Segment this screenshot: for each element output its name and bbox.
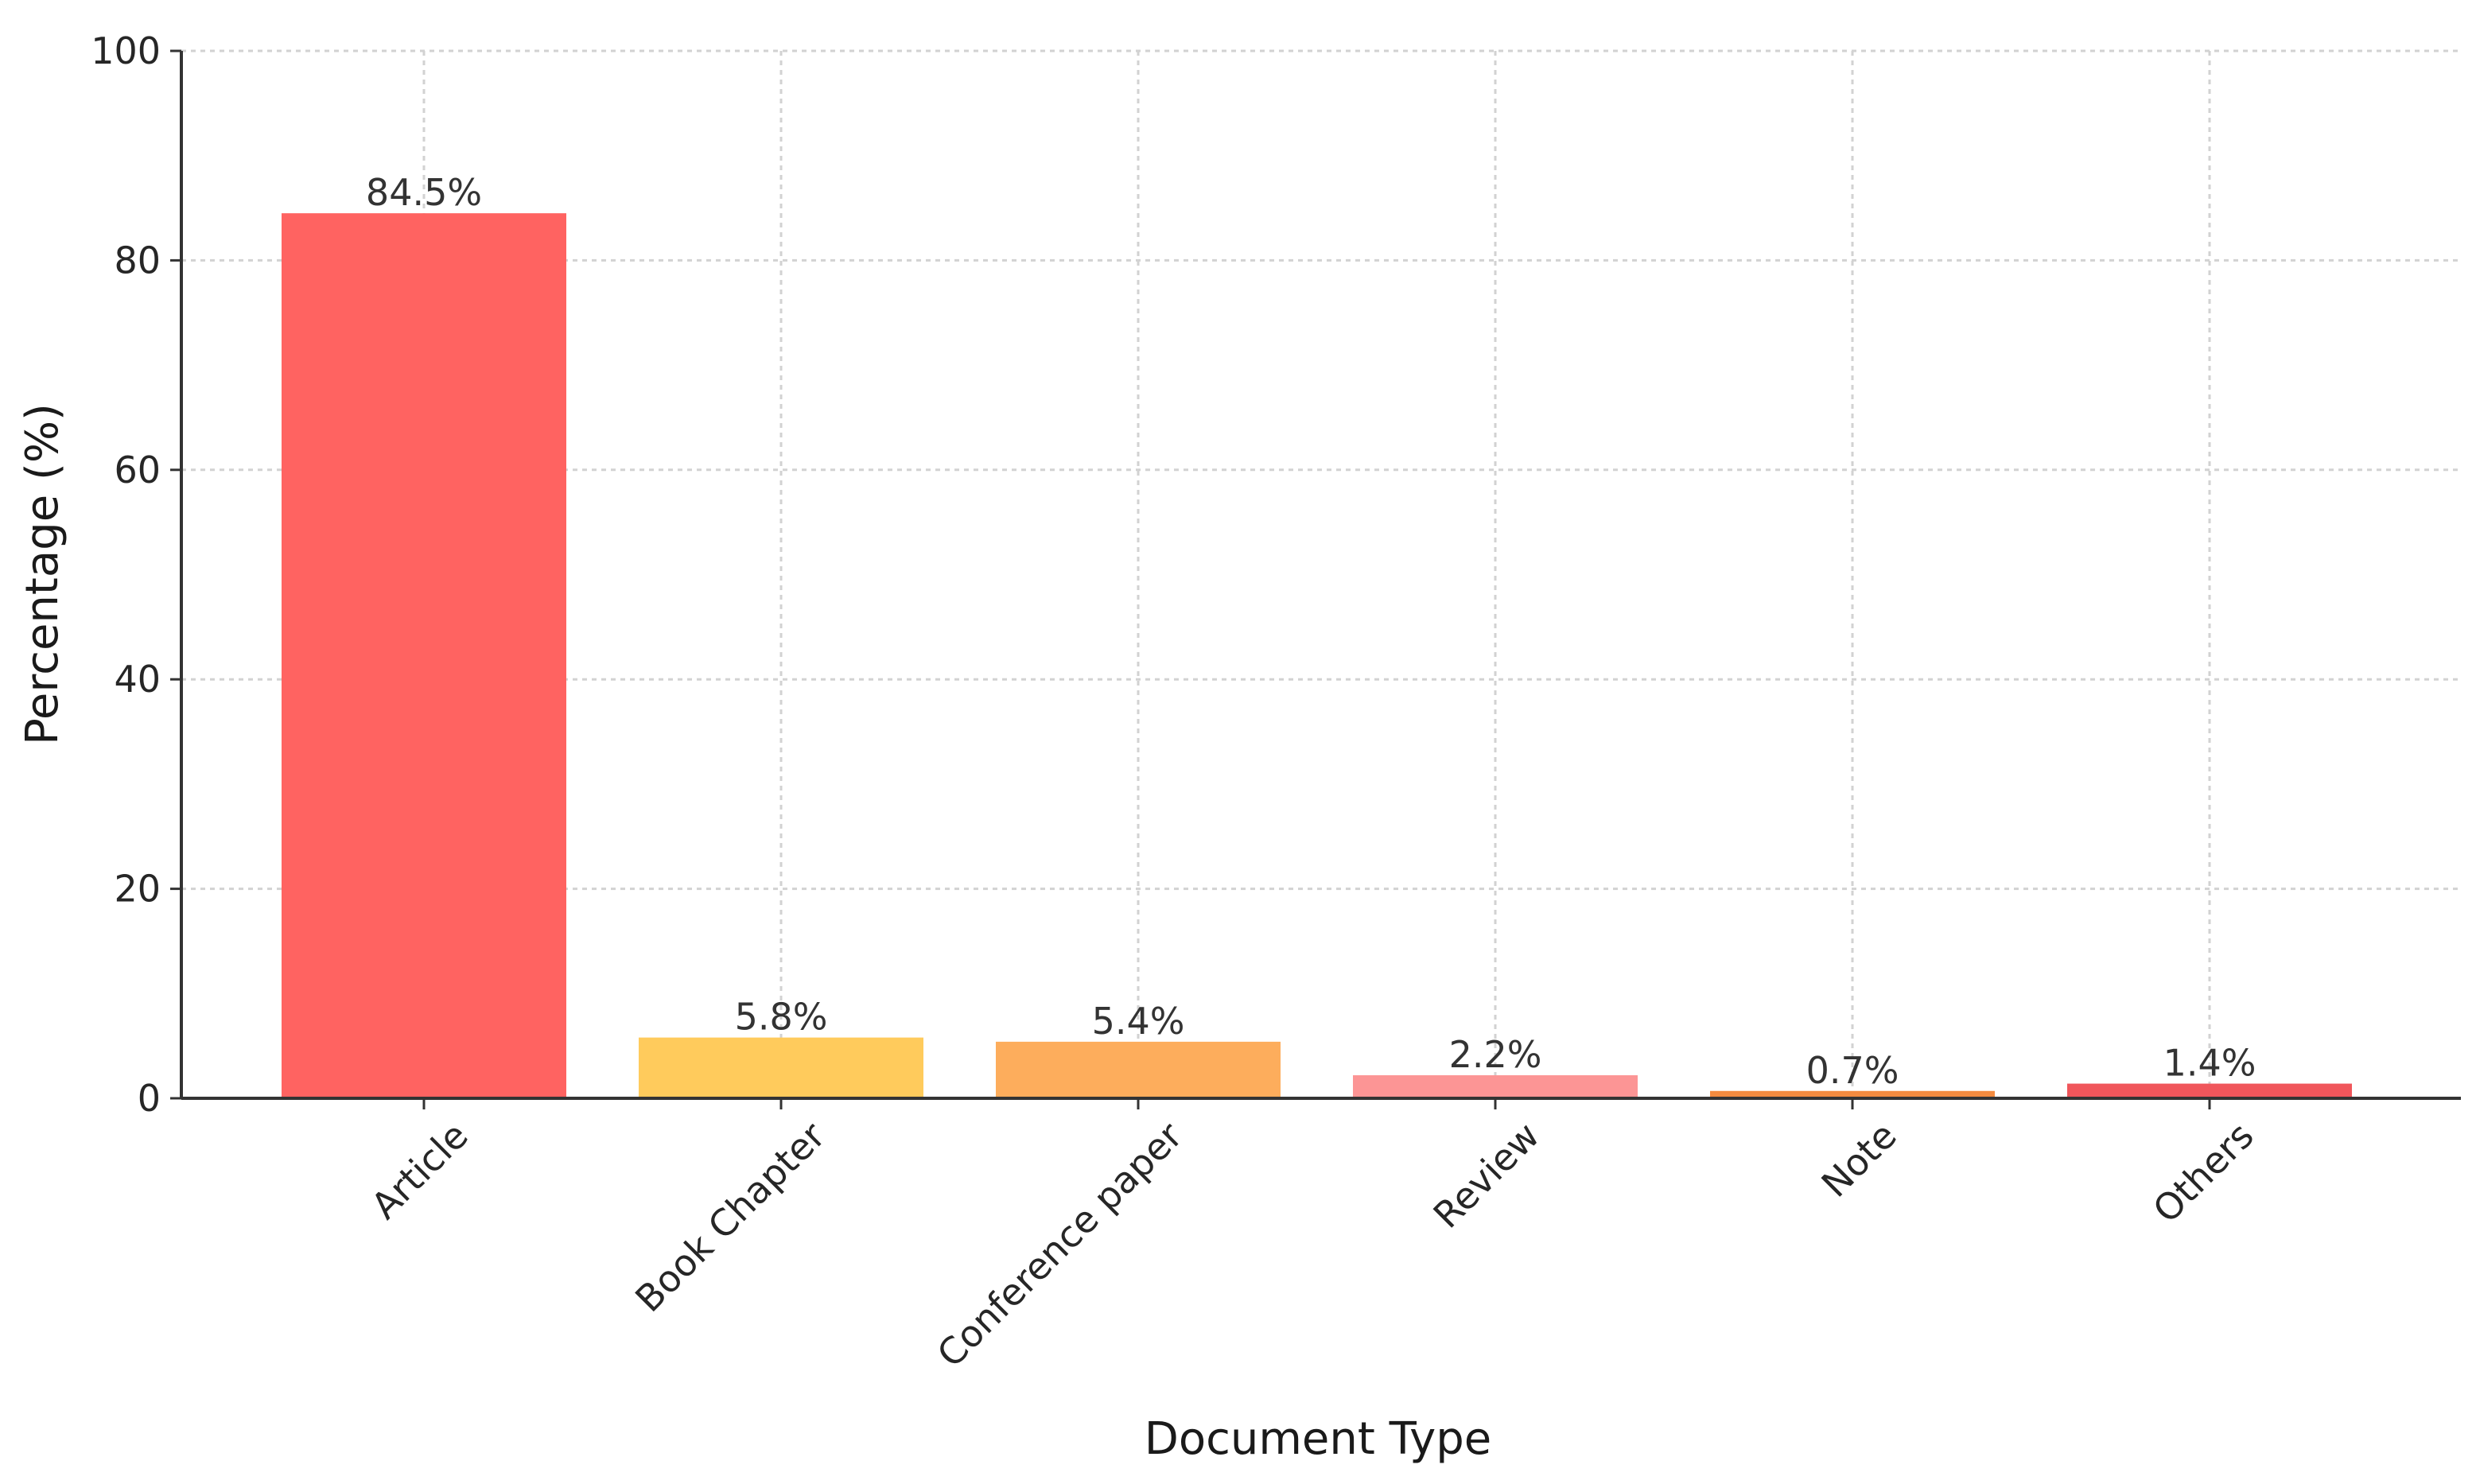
y-axis-title: Percentage (%) (17, 403, 68, 745)
bars (282, 213, 2352, 1098)
bar-note (1710, 1090, 1995, 1098)
x-tick-label: Others (2144, 1114, 2261, 1231)
y-tick-label: 40 (114, 658, 161, 701)
data-label: 0.7% (1806, 1049, 1899, 1092)
x-tick-label: Article (363, 1114, 476, 1228)
y-tick-label: 80 (114, 239, 161, 282)
bar-conference-paper (996, 1041, 1281, 1098)
x-tick-label: Conference paper (929, 1114, 1191, 1376)
bar-others (2067, 1083, 2352, 1098)
gridlines (181, 49, 2461, 1098)
y-tick-label: 60 (114, 449, 161, 491)
data-label: 5.4% (1092, 1000, 1185, 1043)
data-labels: 84.5% 5.8% 5.4% 2.2% 0.7% 1.4% (366, 171, 2256, 1092)
bar-article (282, 213, 566, 1098)
bar-review (1353, 1075, 1638, 1098)
x-axis-title: Document Type (1145, 1413, 1492, 1465)
y-tick-label: 0 (138, 1077, 161, 1120)
x-tick-label: Review (1425, 1114, 1548, 1237)
y-tick-label: 20 (114, 868, 161, 911)
data-label: 2.2% (1449, 1033, 1542, 1076)
y-tick-label: 100 (91, 29, 161, 72)
data-label: 84.5% (366, 171, 482, 214)
x-tick-label: Book Chapter (627, 1114, 834, 1321)
data-label: 5.8% (735, 996, 828, 1039)
bar-book-chapter (639, 1037, 923, 1098)
data-label: 1.4% (2163, 1042, 2256, 1085)
x-tick-label: Note (1813, 1114, 1905, 1206)
